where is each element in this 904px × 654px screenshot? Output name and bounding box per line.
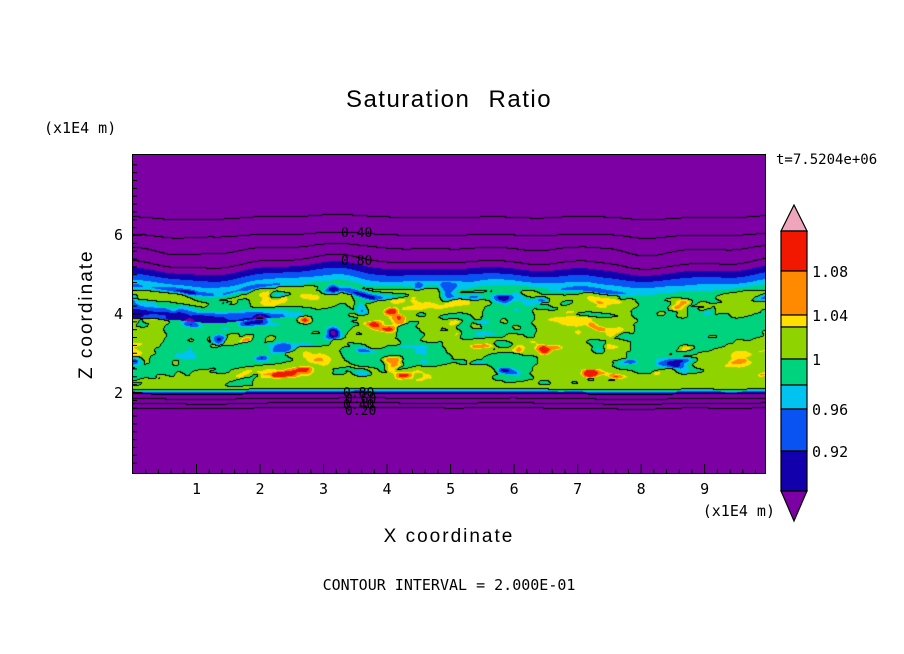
z-axis-title: Z coordinate — [76, 249, 97, 379]
colorbar-segment — [780, 408, 808, 452]
colorbar-tick-label: 1.04 — [812, 307, 849, 325]
x-tick-label: 7 — [573, 480, 583, 498]
colorbar-segment — [780, 450, 808, 492]
contour-line-label: 0.20 — [345, 404, 377, 419]
colorbar-segment — [780, 358, 808, 386]
x-axis-title: X coordinate — [383, 526, 515, 547]
colorbar-tick-label: 0.92 — [812, 443, 849, 461]
colorbar-segment — [780, 314, 808, 328]
colorbar-segment — [780, 384, 808, 410]
z-tick-label: 2 — [113, 383, 123, 402]
x-tick-label: 1 — [192, 480, 202, 498]
x-axis-unit-label: (x1E4 m) — [702, 502, 775, 520]
x-tick-label: 8 — [636, 480, 646, 498]
x-tick-label: 4 — [382, 480, 392, 498]
colorbar — [780, 204, 808, 523]
contour-line-label: 0.60 — [345, 392, 377, 407]
colorbar-tick-label: 1.08 — [812, 263, 849, 281]
colorbar-tick-label: 1 — [812, 351, 822, 369]
colorbar-over-arrow — [780, 204, 808, 232]
contour-interval-note: CONTOUR INTERVAL = 2.000E-01 — [322, 576, 576, 594]
contour-field-canvas — [133, 155, 765, 473]
time-annotation: t=7.5204e+06 — [776, 152, 878, 168]
plot-area: 0.40 0.80 0.80 0.60 0.40 0.20 — [132, 154, 766, 474]
colorbar-segment — [780, 230, 808, 272]
colorbar-tick-label: 0.96 — [812, 401, 849, 419]
contour-line-label: 0.80 — [343, 386, 375, 401]
x-tick-label: 9 — [700, 480, 710, 498]
z-tick-label: 4 — [113, 305, 123, 323]
colorbar-segment — [780, 270, 808, 316]
x-tick-label: 2 — [255, 480, 265, 498]
z-tick-label: 6 — [113, 226, 123, 245]
colorbar-under-arrow — [780, 490, 808, 523]
contour-line-label: 0.40 — [343, 398, 375, 413]
contour-line-label: 0.80 — [341, 254, 373, 269]
contour-line-label: 0.40 — [341, 226, 373, 241]
page-title: Saturation Ratio — [345, 86, 553, 113]
x-tick-label: 6 — [509, 480, 519, 498]
z-axis-unit-label: (x1E4 m) — [44, 119, 117, 137]
x-tick-label: 3 — [319, 480, 329, 498]
colorbar-segment — [780, 326, 808, 360]
x-tick-label: 5 — [446, 480, 456, 498]
